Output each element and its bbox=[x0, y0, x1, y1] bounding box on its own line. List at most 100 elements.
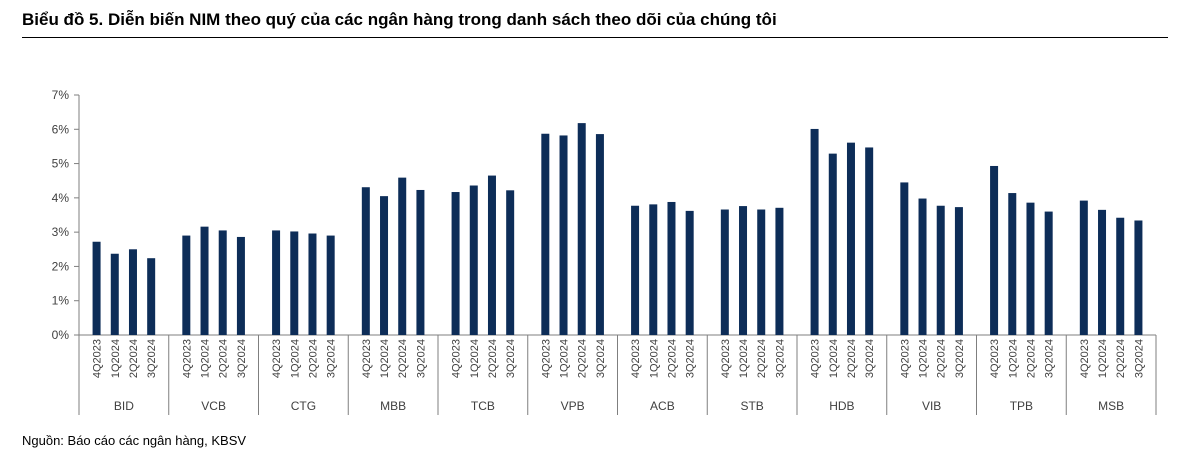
quarter-tick-label: 3Q2024 bbox=[146, 339, 158, 378]
quarter-tick-label: 3Q2024 bbox=[954, 339, 966, 378]
quarter-tick-label: 1Q2024 bbox=[110, 339, 122, 378]
y-tick-label: 2% bbox=[52, 259, 70, 273]
bar-tcb-3q2024 bbox=[506, 190, 515, 335]
bar-hdb-4q2023 bbox=[810, 128, 819, 335]
group-label-ctg: CTG bbox=[291, 399, 316, 413]
bar-stb-1q2024 bbox=[739, 206, 748, 335]
group-label-msb: MSB bbox=[1098, 399, 1124, 413]
bar-vcb-4q2023 bbox=[182, 235, 191, 335]
bar-ctg-2q2024 bbox=[308, 233, 317, 335]
quarter-tick-label: 4Q2023 bbox=[271, 339, 283, 378]
bar-hdb-1q2024 bbox=[828, 153, 837, 335]
bar-bid-3q2024 bbox=[147, 258, 156, 335]
bar-mbb-3q2024 bbox=[416, 189, 425, 335]
quarter-tick-label: 2Q2024 bbox=[936, 339, 948, 378]
quarter-tick-label: 3Q2024 bbox=[236, 339, 248, 378]
quarter-tick-label: 2Q2024 bbox=[307, 339, 319, 378]
bar-vpb-1q2024 bbox=[559, 135, 568, 335]
quarter-tick-label: 2Q2024 bbox=[218, 339, 230, 378]
y-tick-label: 7% bbox=[52, 88, 70, 102]
bar-stb-4q2023 bbox=[720, 209, 729, 335]
bar-tcb-2q2024 bbox=[487, 175, 496, 335]
group-label-tpb: TPB bbox=[1010, 399, 1033, 413]
quarter-tick-label: 2Q2024 bbox=[397, 339, 409, 378]
bar-vib-3q2024 bbox=[954, 207, 963, 335]
quarter-tick-label: 3Q2024 bbox=[1044, 339, 1056, 378]
y-tick-label: 3% bbox=[52, 225, 70, 239]
bar-tpb-2q2024 bbox=[1026, 202, 1035, 335]
bar-acb-4q2023 bbox=[631, 205, 640, 335]
bar-stb-2q2024 bbox=[757, 209, 766, 335]
quarter-tick-label: 2Q2024 bbox=[846, 339, 858, 378]
quarter-tick-label: 1Q2024 bbox=[1007, 339, 1019, 378]
bar-vcb-2q2024 bbox=[218, 230, 227, 335]
bar-msb-3q2024 bbox=[1134, 220, 1143, 335]
bar-acb-2q2024 bbox=[667, 201, 676, 335]
quarter-tick-label: 4Q2023 bbox=[451, 339, 463, 378]
bar-mbb-2q2024 bbox=[398, 177, 407, 335]
bar-ctg-1q2024 bbox=[290, 231, 299, 335]
bar-vcb-3q2024 bbox=[236, 236, 245, 335]
bar-vpb-3q2024 bbox=[595, 134, 604, 335]
quarter-tick-label: 1Q2024 bbox=[289, 339, 301, 378]
bar-ctg-3q2024 bbox=[326, 235, 335, 335]
bar-msb-1q2024 bbox=[1098, 209, 1107, 335]
group-label-vpb: VPB bbox=[561, 399, 585, 413]
bar-mbb-4q2023 bbox=[361, 187, 370, 335]
quarter-tick-label: 1Q2024 bbox=[828, 339, 840, 378]
quarter-tick-label: 2Q2024 bbox=[756, 339, 768, 378]
quarter-tick-label: 4Q2023 bbox=[899, 339, 911, 378]
nim-bar-chart: 0% 1% 2% 3% 4% 5% 6% 7% 4Q2023 1Q2024 2Q2024 3Q2024… bbox=[52, 88, 1157, 415]
bar-hdb-2q2024 bbox=[846, 142, 855, 335]
bar-stb-3q2024 bbox=[775, 207, 784, 335]
quarter-tick-label: 3Q2024 bbox=[1133, 339, 1145, 378]
quarter-tick-label: 1Q2024 bbox=[200, 339, 212, 378]
quarter-tick-label: 1Q2024 bbox=[559, 339, 571, 378]
quarter-tick-label: 4Q2023 bbox=[989, 339, 1001, 378]
bar-ctg-4q2023 bbox=[272, 230, 281, 335]
bar-tcb-4q2023 bbox=[451, 192, 460, 335]
quarter-tick-label: 3Q2024 bbox=[685, 339, 697, 378]
bar-vcb-1q2024 bbox=[200, 226, 209, 335]
group-label-tcb: TCB bbox=[471, 399, 495, 413]
bar-tpb-3q2024 bbox=[1044, 211, 1053, 335]
bar-vpb-4q2023 bbox=[541, 133, 550, 335]
group-label-hdb: HDB bbox=[829, 399, 854, 413]
quarter-tick-label: 3Q2024 bbox=[415, 339, 427, 378]
group-label-vib: VIB bbox=[922, 399, 941, 413]
bar-vib-4q2023 bbox=[900, 182, 909, 335]
bar-hdb-3q2024 bbox=[865, 147, 874, 335]
quarter-tick-label: 1Q2024 bbox=[379, 339, 391, 378]
quarter-tick-label: 3Q2024 bbox=[774, 339, 786, 378]
quarter-tick-label: 1Q2024 bbox=[648, 339, 660, 378]
bar-tcb-1q2024 bbox=[469, 185, 478, 335]
y-tick-label: 4% bbox=[52, 191, 70, 205]
group-label-mbb: MBB bbox=[380, 399, 406, 413]
quarter-tick-label: 4Q2023 bbox=[181, 339, 193, 378]
y-tick-label: 1% bbox=[52, 294, 70, 308]
quarter-tick-label: 4Q2023 bbox=[361, 339, 373, 378]
chart-title: Biểu đồ 5. Diễn biến NIM theo quý của cá… bbox=[22, 10, 777, 29]
quarter-tick-label: 4Q2023 bbox=[810, 339, 822, 378]
bar-tpb-4q2023 bbox=[990, 165, 999, 335]
group-label-vcb: VCB bbox=[201, 399, 226, 413]
bar-mbb-1q2024 bbox=[380, 196, 389, 335]
y-tick-label: 6% bbox=[52, 122, 70, 136]
quarter-tick-label: 2Q2024 bbox=[1115, 339, 1127, 378]
bar-bid-2q2024 bbox=[128, 249, 137, 335]
quarter-tick-label: 1Q2024 bbox=[738, 339, 750, 378]
quarter-tick-label: 1Q2024 bbox=[918, 339, 930, 378]
quarter-tick-label: 4Q2023 bbox=[720, 339, 732, 378]
quarter-tick-label: 1Q2024 bbox=[1097, 339, 1109, 378]
bar-bid-4q2023 bbox=[92, 241, 101, 335]
source-note: Nguồn: Báo cáo các ngân hàng, KBSV bbox=[22, 433, 247, 448]
group-label-bid: BID bbox=[114, 399, 134, 413]
quarter-tick-label: 3Q2024 bbox=[505, 339, 517, 378]
quarter-tick-label: 4Q2023 bbox=[1079, 339, 1091, 378]
quarter-tick-label: 4Q2023 bbox=[630, 339, 642, 378]
quarter-tick-label: 3Q2024 bbox=[864, 339, 876, 378]
bar-vib-2q2024 bbox=[936, 205, 945, 335]
y-tick-label: 0% bbox=[52, 328, 70, 342]
quarter-tick-label: 2Q2024 bbox=[1025, 339, 1037, 378]
quarter-tick-label: 4Q2023 bbox=[540, 339, 552, 378]
